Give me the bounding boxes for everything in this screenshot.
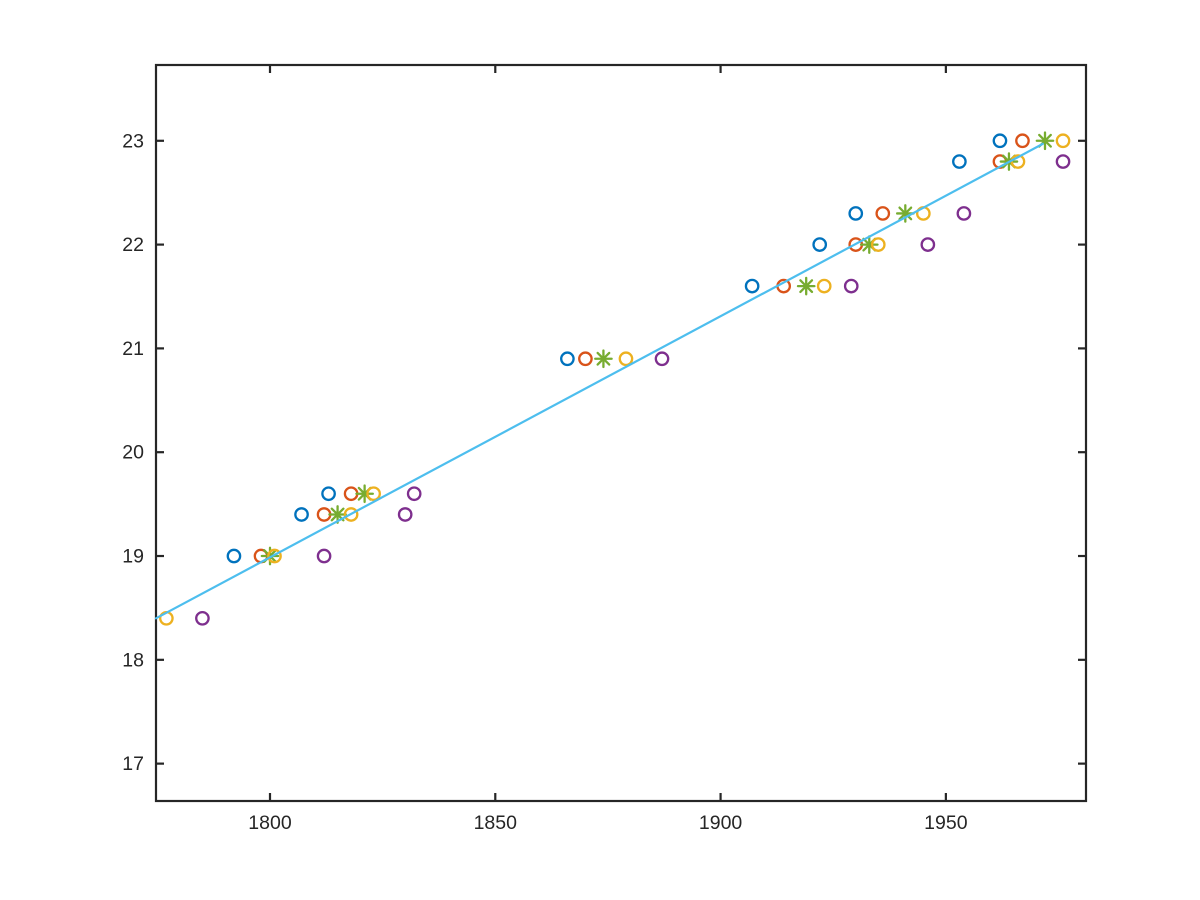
x-tick-label: 1900: [699, 812, 743, 834]
marker-blue-circles-1: [294, 507, 309, 522]
marker-green-asterisks-1: [330, 507, 345, 522]
y-tick-label: 18: [122, 649, 144, 671]
marker-green-asterisks-6: [898, 206, 913, 221]
marker-purple-circles-6: [920, 237, 936, 252]
marker-yellow-circles-1: [267, 548, 282, 564]
marker-blue-circles-8: [992, 133, 1008, 149]
marker-purple-circles-1: [316, 548, 332, 564]
marker-orange-circles-3: [578, 351, 593, 367]
y-tick-label: 17: [122, 753, 144, 775]
marker-purple-circles-0: [195, 610, 210, 626]
marker-blue-circles-7: [952, 154, 967, 169]
marker-blue-circles-5: [812, 237, 828, 252]
marker-blue-circles-4: [744, 278, 760, 294]
marker-blue-circles-3: [560, 351, 575, 367]
marker-purple-circles-3: [406, 486, 422, 502]
x-tick-label: 1850: [474, 812, 518, 834]
x-tick-label: 1950: [924, 812, 968, 834]
trend-line: [154, 142, 1044, 620]
marker-green-asterisks-4: [799, 279, 814, 294]
marker-yellow-circles-9: [1055, 133, 1071, 149]
marker-blue-circles-0: [226, 548, 242, 564]
marker-blue-circles-6: [848, 206, 864, 221]
y-tick-label: 20: [122, 442, 144, 464]
marker-purple-circles-4: [654, 351, 670, 367]
marker-purple-circles-5: [843, 278, 859, 294]
y-tick-label: 19: [122, 546, 144, 568]
x-tick-label: 1800: [248, 812, 292, 834]
marker-yellow-circles-5: [816, 278, 832, 294]
marker-blue-circles-2: [321, 486, 336, 502]
marker-purple-circles-8: [1055, 154, 1071, 169]
y-tick-label: 22: [122, 234, 144, 256]
marker-orange-circles-6: [875, 206, 891, 221]
marker-yellow-circles-4: [618, 351, 634, 367]
axes-box: [154, 63, 1088, 803]
y-tick-label: 23: [122, 130, 144, 152]
marker-purple-circles-7: [956, 206, 972, 221]
marker-yellow-circles-2: [343, 507, 359, 522]
marker-green-asterisks-3: [596, 351, 611, 366]
marker-yellow-circles-3: [366, 486, 381, 502]
marker-yellow-circles-6: [870, 237, 886, 252]
marker-purple-circles-2: [397, 507, 413, 522]
y-tick-label: 21: [122, 338, 144, 360]
marker-orange-circles-8: [1015, 133, 1030, 149]
